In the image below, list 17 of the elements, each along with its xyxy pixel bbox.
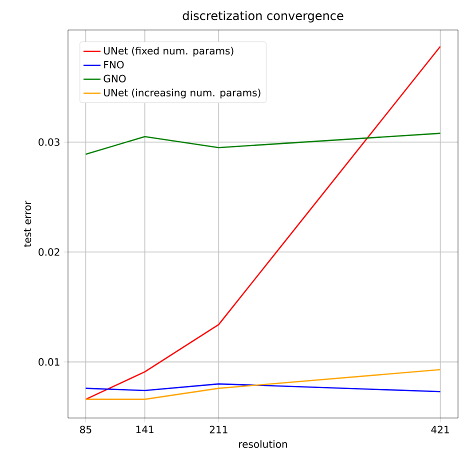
legend-label: FNO <box>104 60 124 68</box>
line-series <box>85 46 441 400</box>
x-tick-label: 421 <box>431 426 449 434</box>
line-series <box>85 132 441 155</box>
x-tick-label: 85 <box>80 426 92 434</box>
y-axis-title: test error <box>24 200 32 248</box>
y-tick-label: 0.03 <box>38 138 60 146</box>
line-series <box>85 383 441 392</box>
chart-title: discretization convergence <box>182 10 344 22</box>
legend-label: GNO <box>104 74 126 82</box>
legend-label: UNet (increasing num. params) <box>104 88 260 98</box>
x-tick-label: 211 <box>210 426 228 434</box>
x-tick-label: 141 <box>136 426 154 434</box>
x-axis-title: resolution <box>239 440 287 448</box>
y-tick-label: 0.01 <box>38 358 60 366</box>
legend-label: UNet (fixed num. params) <box>104 46 234 56</box>
y-tick-label: 0.02 <box>38 248 60 256</box>
